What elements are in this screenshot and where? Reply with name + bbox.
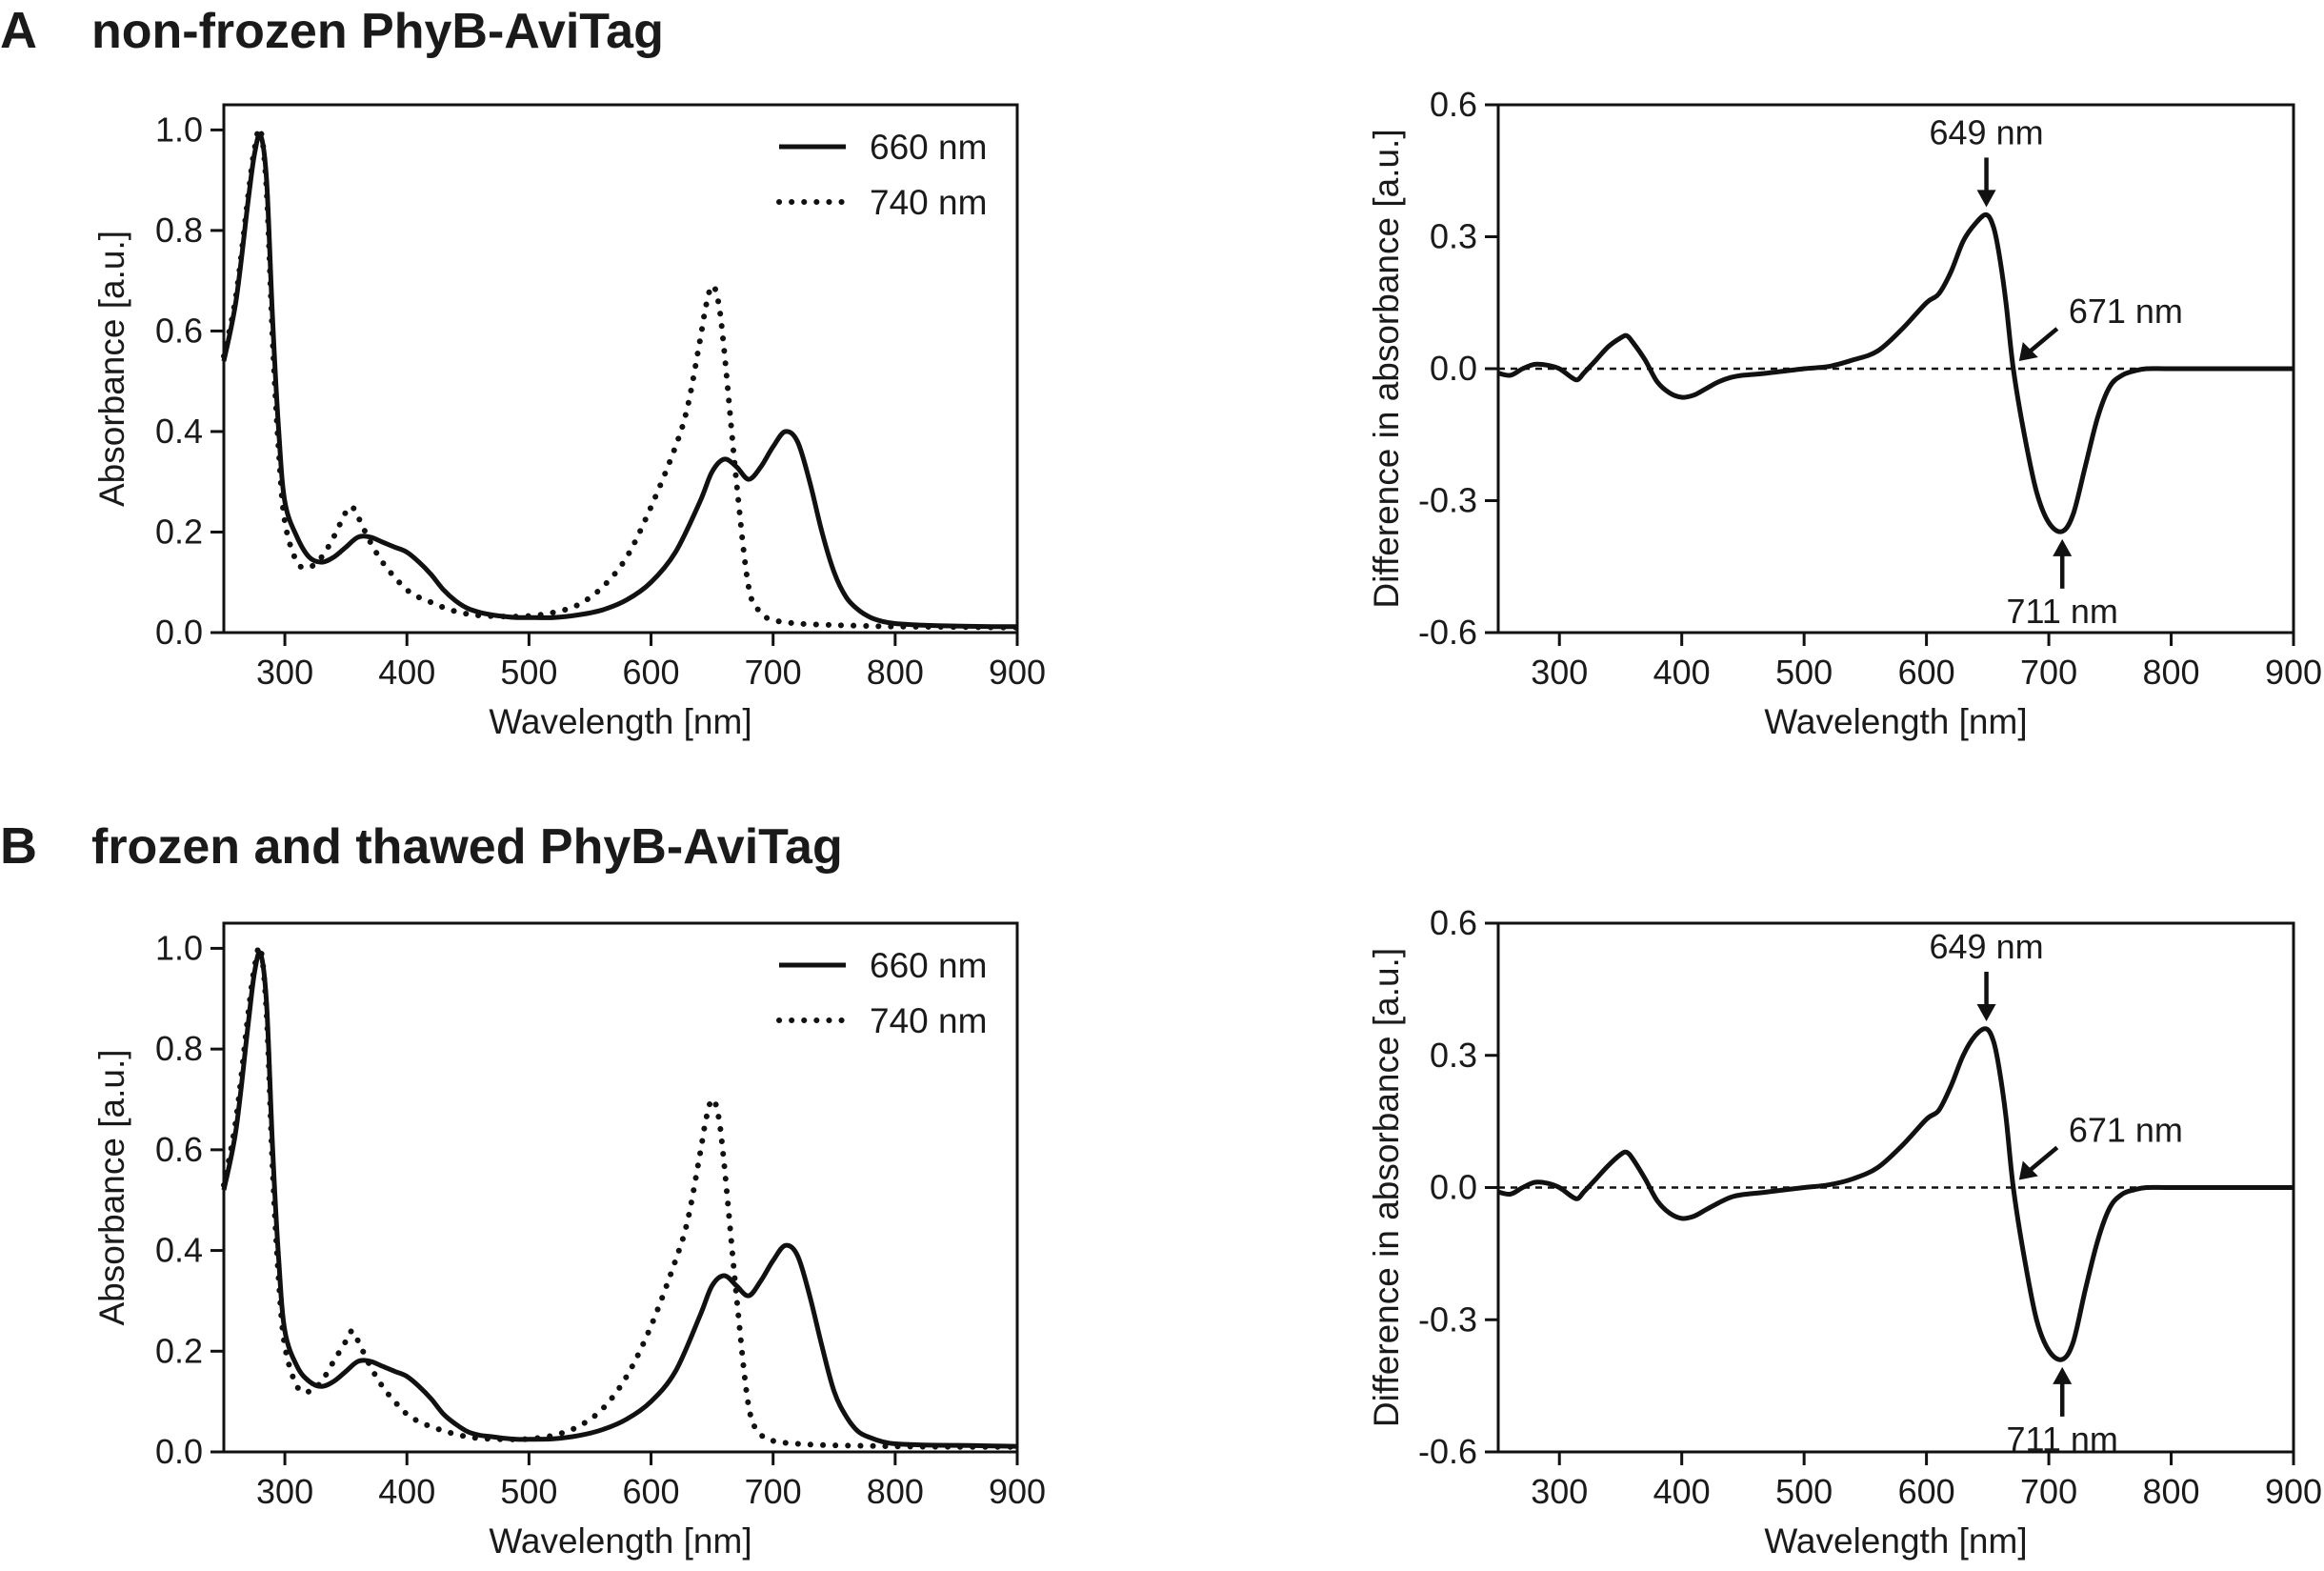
annotation-671-nm-arrow-shaft xyxy=(2027,1145,2059,1174)
y-tick-label: -0.3 xyxy=(1418,1299,1477,1339)
series-line-difference xyxy=(1497,1026,2294,1362)
y-axis-label: Absorbance [a.u.] xyxy=(92,231,131,507)
y-tick-label: 0.0 xyxy=(155,613,203,652)
y-tick-label: 0.0 xyxy=(1430,1168,1477,1207)
x-axis-label: Wavelength [nm] xyxy=(1764,702,2027,741)
panel-a-title: non-frozen PhyB-AviTag xyxy=(91,4,664,59)
x-tick-label: 700 xyxy=(2020,1472,2077,1511)
difference-chart-b: 300 400 500 600 700 800 900 -0.6 -0.3 0.0 0.3 0.6 Wa… xyxy=(1367,903,2322,1561)
annotation-711-nm-label: 711 nm xyxy=(2007,592,2118,631)
annotation-711-nm-arrow-head xyxy=(2053,538,2073,556)
x-axis-label: Wavelength [nm] xyxy=(1764,1521,2027,1561)
x-tick-label: 900 xyxy=(989,653,1046,692)
x-tick-label: 500 xyxy=(1775,1472,1833,1511)
x-tick-label: 300 xyxy=(1531,653,1588,692)
x-tick-label: 300 xyxy=(256,653,313,692)
x-tick-label: 800 xyxy=(2142,1472,2199,1511)
y-tick-label: 0.3 xyxy=(1430,1036,1477,1075)
x-axis-label: Wavelength [nm] xyxy=(489,702,751,741)
x-tick-label: 900 xyxy=(2265,653,2322,692)
x-axis-label: Wavelength [nm] xyxy=(489,1521,751,1561)
x-tick-label: 400 xyxy=(1653,1472,1711,1511)
x-tick-label: 600 xyxy=(1898,653,1955,692)
y-tick-label: 0.3 xyxy=(1430,217,1477,256)
x-tick-label: 700 xyxy=(745,653,802,692)
absorbance-chart-b: 300 400 500 600 700 800 900 0.0 0.2 0.4 0.6 0.8 1.0 W… xyxy=(92,921,1046,1561)
x-tick-label: 900 xyxy=(989,1472,1046,1511)
annotation-671-nm-label: 671 nm xyxy=(2069,1111,2183,1150)
y-axis-label: Difference in absorbance [a.u.] xyxy=(1367,129,1406,608)
x-tick-label: 500 xyxy=(500,653,557,692)
y-tick-label: 0.6 xyxy=(1430,903,1477,942)
legend-label-740-nm: 740 nm xyxy=(870,1001,987,1040)
x-tick-label: 400 xyxy=(378,653,435,692)
x-tick-label: 400 xyxy=(378,1472,435,1511)
annotation-649-nm-label: 649 nm xyxy=(1930,112,2044,151)
annotation-671-nm-label: 671 nm xyxy=(2069,292,2183,331)
y-tick-label: -0.3 xyxy=(1418,481,1477,520)
x-tick-label: 300 xyxy=(1531,1472,1588,1511)
annotation-671-nm-arrow-shaft xyxy=(2027,327,2059,354)
y-tick-label: 0.8 xyxy=(155,1029,203,1068)
x-tick-label: 500 xyxy=(500,1472,557,1511)
annotation-671-nm-arrow-head xyxy=(2018,1160,2038,1180)
series-line-660-nm xyxy=(221,950,1018,1449)
annotation-671-nm-arrow-head xyxy=(2018,342,2038,361)
y-tick-label: 0.8 xyxy=(155,211,203,250)
x-tick-label: 400 xyxy=(1653,653,1711,692)
y-tick-label: 0.2 xyxy=(155,512,203,551)
x-tick-label: 800 xyxy=(867,653,924,692)
annotation-649-nm-arrow-head xyxy=(1976,1004,1996,1021)
y-tick-label: 0.6 xyxy=(1430,85,1477,124)
y-tick-label: 0.0 xyxy=(1430,349,1477,388)
absorbance-chart-a: 300 400 500 600 700 800 900 0.0 0.2 0.4 0.6 0.8 1.0 W… xyxy=(92,103,1046,741)
y-axis-label: Difference in absorbance [a.u.] xyxy=(1367,948,1406,1427)
y-tick-label: 0.6 xyxy=(155,311,203,350)
y-tick-label: -0.6 xyxy=(1418,613,1477,652)
x-tick-label: 800 xyxy=(867,1472,924,1511)
y-tick-label: 0.2 xyxy=(155,1331,203,1370)
y-tick-label: 1.0 xyxy=(155,928,203,967)
annotation-649-nm-arrow-head xyxy=(1976,190,1996,208)
x-tick-label: 300 xyxy=(256,1472,313,1511)
annotation-711-nm-label: 711 nm xyxy=(2007,1420,2118,1459)
series-line-difference xyxy=(1497,211,2294,534)
x-tick-label: 800 xyxy=(2142,653,2199,692)
y-tick-label: -0.6 xyxy=(1418,1432,1477,1471)
y-tick-label: 1.0 xyxy=(155,110,203,149)
legend-label-660-nm: 660 nm xyxy=(870,128,987,167)
difference-chart-a: 300 400 500 600 700 800 900 -0.6 -0.3 0.0 0.3 0.6 Wa… xyxy=(1367,85,2322,741)
annotation-649-nm-label: 649 nm xyxy=(1930,927,2044,966)
x-tick-label: 600 xyxy=(622,1472,679,1511)
y-tick-label: 0.4 xyxy=(155,1231,203,1270)
legend-label-740-nm: 740 nm xyxy=(870,183,987,222)
y-tick-label: 0.4 xyxy=(155,412,203,451)
panel-b-letter: B xyxy=(0,817,37,875)
y-tick-label: 0.6 xyxy=(155,1130,203,1169)
x-tick-label: 700 xyxy=(2020,653,2077,692)
x-tick-label: 700 xyxy=(745,1472,802,1511)
x-tick-label: 600 xyxy=(622,653,679,692)
panel-a-letter: A xyxy=(0,2,37,59)
x-tick-label: 600 xyxy=(1898,1472,1955,1511)
legend-label-660-nm: 660 nm xyxy=(870,946,987,985)
panel-b-title: frozen and thawed PhyB-AviTag xyxy=(91,819,843,875)
x-tick-label: 900 xyxy=(2265,1472,2322,1511)
y-tick-label: 0.0 xyxy=(155,1432,203,1471)
x-tick-label: 500 xyxy=(1775,653,1833,692)
y-axis-label: Absorbance [a.u.] xyxy=(92,1049,131,1325)
annotation-711-nm-arrow-head xyxy=(2053,1366,2073,1384)
plot-frame xyxy=(222,103,1019,634)
